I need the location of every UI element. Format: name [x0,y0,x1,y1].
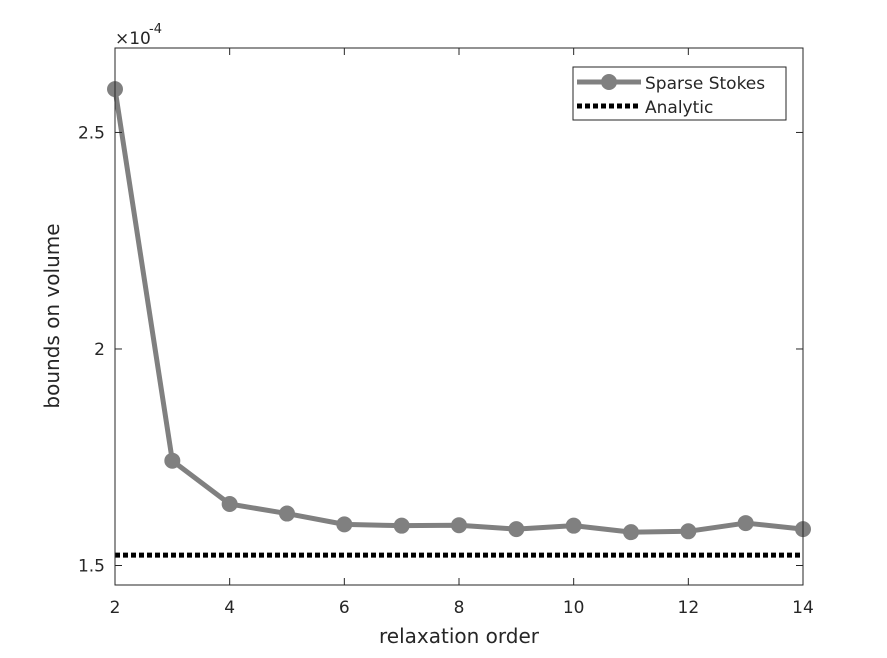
legend: Sparse Stokes Analytic [572,66,787,121]
y-exponent-label: ×10 -4 [115,22,162,49]
y-axis-label: bounds on volume [40,223,64,408]
data-point-sparse-stokes [164,452,181,469]
data-point-sparse-stokes [336,516,353,533]
x-tick-label: 6 [339,598,350,618]
ticks-layer: 2 4 6 8 10 12 14 1.5 2 2.5 [78,48,814,618]
y-exponent-power: -4 [149,22,162,37]
data-point-sparse-stokes [508,521,525,538]
x-tick-label: 12 [678,598,700,618]
data-point-sparse-stokes [393,517,410,534]
data-point-sparse-stokes [451,517,467,534]
legend-analytic-label: Analytic [645,98,713,118]
x-axis-label: relaxation order [379,624,540,648]
legend-sparse-stokes-label: Sparse Stokes [645,74,765,94]
data-point-sparse-stokes [680,523,697,540]
x-tick-label: 2 [110,598,121,618]
x-tick-label: 10 [563,598,585,618]
y-tick-label: 2 [94,340,105,360]
y-exponent-base: ×10 [115,29,151,49]
data-point-sparse-stokes [221,496,238,513]
data-point-sparse-stokes [279,505,295,522]
axes-box [114,47,804,586]
x-tick-label: 8 [454,598,465,618]
x-tick-label: 4 [224,598,235,618]
axes-layer [114,47,804,586]
data-point-sparse-stokes [565,517,582,534]
x-tick-label: 14 [792,598,814,618]
legend-sparse-stokes-marker [601,74,617,90]
y-tick-label: 2.5 [78,123,105,143]
data-point-sparse-stokes [737,515,754,532]
y-tick-label: 1.5 [78,557,105,577]
series-line-sparse-stokes [112,88,804,535]
data-point-sparse-stokes [623,524,639,541]
plot-layer [107,81,811,558]
